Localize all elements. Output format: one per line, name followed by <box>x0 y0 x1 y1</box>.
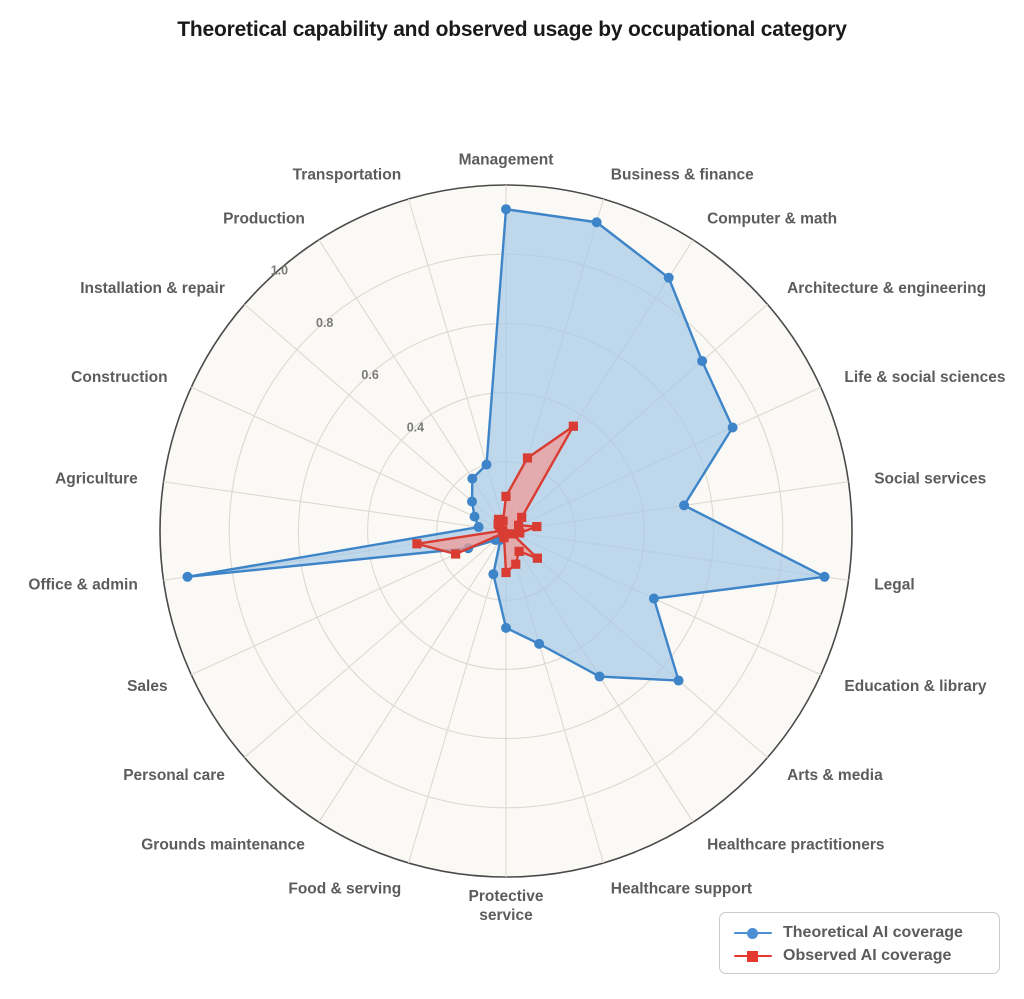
category-label: Protective <box>469 888 544 905</box>
grid-spoke <box>318 530 507 823</box>
category-label: Social services <box>874 471 986 488</box>
data-point-theoretical <box>473 522 484 533</box>
legend-item-theoretical[interactable]: Theoretical AI coverage <box>734 921 999 944</box>
data-point-theoretical <box>488 569 499 580</box>
category-label: Legal <box>874 576 914 593</box>
category-label: Agriculture <box>55 471 138 488</box>
data-point-theoretical <box>534 638 545 649</box>
radial-tick-label: 0.8 <box>316 316 333 330</box>
legend-label-observed: Observed AI coverage <box>783 946 952 964</box>
radar-plot-area: 0.4 0.6 0.8 1.0 Management Business & finance… <box>28 152 1005 925</box>
data-point-observed <box>451 549 461 559</box>
legend-marker-square-icon <box>734 949 772 963</box>
data-point-observed <box>501 567 511 578</box>
data-point-theoretical <box>467 496 478 507</box>
category-label: Computer & math <box>707 211 837 228</box>
data-point-theoretical <box>648 593 659 604</box>
grid-spoke <box>163 481 507 532</box>
data-point-theoretical <box>819 571 830 582</box>
category-label: Personal care <box>123 767 225 784</box>
category-label: Management <box>459 152 554 169</box>
data-point-observed <box>522 453 533 463</box>
category-label: Healthcare support <box>611 880 752 897</box>
radial-tick-label: 0.6 <box>361 368 378 382</box>
grid-spoke <box>244 304 507 532</box>
radial-tick-label: 0.4 <box>407 420 424 434</box>
grid-spoke <box>407 530 507 864</box>
data-point-observed <box>568 421 578 431</box>
grid-spoke <box>191 386 507 532</box>
data-point-theoretical <box>594 671 605 682</box>
legend-marker-circle-icon <box>734 926 772 940</box>
data-point-observed <box>517 512 527 523</box>
data-point-theoretical <box>673 675 684 686</box>
category-label: Installation & repair <box>80 280 225 297</box>
data-point-observed <box>515 528 525 538</box>
data-point-observed <box>498 516 508 526</box>
category-label: Office & admin <box>28 576 137 593</box>
category-label: Construction <box>71 369 167 386</box>
radial-tick-label: 1.0 <box>271 264 288 278</box>
category-label: Business & finance <box>611 167 754 184</box>
chart-title: Theoretical capability and observed usag… <box>177 18 847 41</box>
data-point-theoretical <box>481 459 492 470</box>
category-label: Transportation <box>293 167 402 184</box>
data-point-observed <box>412 539 422 549</box>
category-label: Arts & media <box>787 767 883 784</box>
data-point-observed <box>514 546 524 556</box>
data-point-theoretical <box>591 217 602 228</box>
data-point-theoretical <box>501 204 511 215</box>
category-label: service <box>479 907 533 924</box>
chart-legend: Theoretical AI coverage Observed AI cove… <box>719 912 1000 974</box>
data-point-observed <box>511 559 521 569</box>
category-label: Grounds maintenance <box>141 836 305 853</box>
category-label: Food & serving <box>288 880 401 897</box>
data-point-observed <box>501 491 511 501</box>
legend-item-observed[interactable]: Observed AI coverage <box>734 944 999 967</box>
data-point-observed <box>532 553 542 563</box>
data-point-theoretical <box>182 571 193 582</box>
data-point-theoretical <box>679 500 690 511</box>
data-point-observed <box>532 521 542 532</box>
grid-spoke <box>244 530 507 758</box>
data-point-theoretical <box>467 473 478 484</box>
category-label: Production <box>223 211 305 228</box>
data-point-observed <box>507 529 517 539</box>
data-point-theoretical <box>663 272 674 283</box>
data-point-theoretical <box>469 511 480 522</box>
data-point-theoretical <box>501 622 511 633</box>
data-point-theoretical <box>727 422 738 433</box>
category-label: Education & library <box>844 678 986 695</box>
category-label: Healthcare practitioners <box>707 836 884 853</box>
category-label: Sales <box>127 678 168 695</box>
data-point-observed <box>493 519 503 529</box>
data-point-theoretical <box>697 356 708 367</box>
data-point-observed <box>513 520 524 530</box>
legend-label-theoretical: Theoretical AI coverage <box>783 923 963 941</box>
category-label: Architecture & engineering <box>787 280 986 297</box>
category-label: Life & social sciences <box>844 369 1005 386</box>
